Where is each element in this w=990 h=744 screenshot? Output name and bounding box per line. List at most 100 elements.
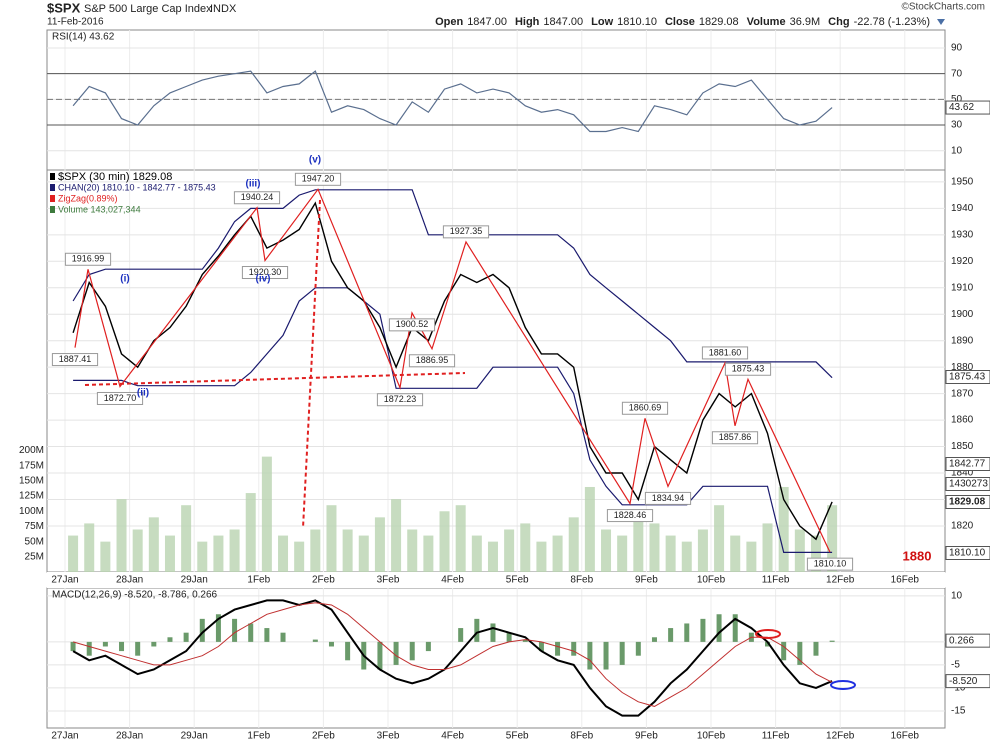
rsi-title: RSI(14) 43.62 (52, 32, 115, 43)
zigzag-label: 1875.43 (732, 364, 765, 374)
y-tick-label: 1940 (951, 203, 974, 214)
macd-line (72, 602, 833, 707)
value-tag: 43.62 (949, 102, 974, 113)
value-tag-box (945, 674, 990, 689)
macd-histogram-bar (86, 641, 92, 656)
zigzag-label-box (442, 225, 490, 239)
value-tag-box (945, 477, 990, 491)
volume-bar (358, 535, 369, 572)
macd-histogram-bar (393, 641, 399, 665)
quote-value: 1847.00 (467, 16, 507, 28)
volume-bar (132, 529, 143, 572)
volume-bar (617, 535, 628, 572)
y-tick-label: 1950 (951, 177, 974, 188)
macd-histogram-bar (522, 639, 528, 642)
zigzag-label: 1881.60 (709, 347, 742, 357)
trend-line (84, 372, 466, 386)
volume-bar (374, 517, 385, 572)
value-tag: 1829.08 (949, 497, 986, 508)
macd-histogram-bar (732, 614, 738, 642)
x-tick-label: 10Feb (697, 731, 726, 742)
x-tick-label: 3Feb (377, 731, 400, 742)
value-tag-box (945, 100, 990, 115)
quote-value: -22.78 (-1.23%) (854, 16, 930, 28)
y-tick-label: -5 (951, 660, 960, 671)
macd-histogram-bar (797, 641, 803, 665)
legend-swatch (50, 173, 55, 180)
macd-histogram-bar (215, 614, 221, 642)
legend-swatch (50, 195, 55, 202)
legend-entry: CHAN(20) 1810.10 - 1842.77 - 1875.43 (58, 182, 216, 192)
macd-histogram-bar (651, 637, 657, 642)
zigzag-label-box (806, 557, 854, 571)
annotation: 1880 (903, 548, 932, 563)
quote-label: High (515, 16, 540, 28)
price-panel (46, 169, 946, 573)
wave-label: (i) (120, 274, 129, 285)
macd-histogram-bar (199, 618, 205, 642)
macd-histogram-bar (700, 618, 706, 642)
macd-histogram-bar (490, 623, 496, 642)
volume-bar (714, 505, 725, 572)
x-tick-label: 1Feb (247, 731, 270, 742)
volume-bar (181, 505, 192, 572)
y-tick-label: 1900 (951, 309, 974, 320)
volume-bar (342, 529, 353, 572)
zigzag-label: 1810.10 (814, 559, 847, 569)
macd-panel (46, 587, 946, 729)
zigzag-label-box (233, 191, 281, 205)
y-tick-label: 1870 (951, 388, 974, 399)
macd-histogram-bar (619, 641, 625, 665)
volume-bar (278, 535, 289, 572)
zigzag-label-box (724, 362, 772, 376)
volume-bar (84, 523, 95, 572)
macd-histogram-bar (506, 632, 512, 642)
macd-line (72, 599, 833, 717)
channel-lower (73, 287, 833, 553)
x-tick-label: 29Jan (181, 731, 208, 742)
date-band (47, 572, 945, 588)
value-tag: 1842.77 (949, 459, 986, 470)
macd-histogram-bar (70, 641, 76, 652)
y-tick-label: 70 (951, 68, 963, 79)
volume-bar (633, 511, 644, 572)
value-tag: 1430273 (949, 479, 988, 490)
y-tick-label: 1910 (951, 282, 974, 293)
y-tick-label: 1930 (951, 229, 974, 240)
x-tick-label: 16Feb (891, 731, 920, 742)
volume-bar (601, 529, 612, 572)
legend-entry: ZigZag(0.89%) (58, 193, 118, 203)
x-tick-label: 29Jan (181, 575, 208, 586)
volume-bar (261, 456, 272, 572)
zigzag-label: 1927.35 (450, 226, 483, 236)
quote-label: Open (435, 16, 463, 28)
y2-tick-label: 25M (25, 551, 44, 562)
value-tag-box (945, 370, 990, 384)
credit: ©StockCharts.com (901, 2, 985, 13)
macd-histogram-bar (587, 641, 593, 670)
volume-bar (730, 535, 741, 572)
volume-bar (407, 529, 418, 572)
rsi-line (72, 70, 833, 133)
macd-histogram-bar (765, 641, 771, 647)
volume-bar (697, 529, 708, 572)
volume-bar (762, 523, 773, 572)
zigzag-label-box (621, 401, 669, 415)
y-tick-label: 90 (951, 43, 963, 54)
zigzag-label-box (606, 509, 654, 523)
dropdown-arrow[interactable] (937, 19, 945, 25)
volume-bar (665, 535, 676, 572)
macd-histogram-bar (151, 641, 157, 647)
zigzag-label-box (388, 318, 436, 332)
macd-histogram-bar (555, 641, 561, 656)
volume-bar (649, 523, 660, 572)
volume-bar (681, 541, 692, 572)
macd-histogram-bar (102, 641, 108, 647)
legend-entry: Volume 143,027,344 (58, 204, 141, 214)
x-tick-label: 11Feb (762, 575, 790, 586)
legend-swatch (50, 184, 55, 191)
zigzag-label-box (51, 353, 99, 367)
zigzag-label: 1916.99 (72, 254, 105, 264)
x-tick-label: 12Feb (826, 575, 855, 586)
